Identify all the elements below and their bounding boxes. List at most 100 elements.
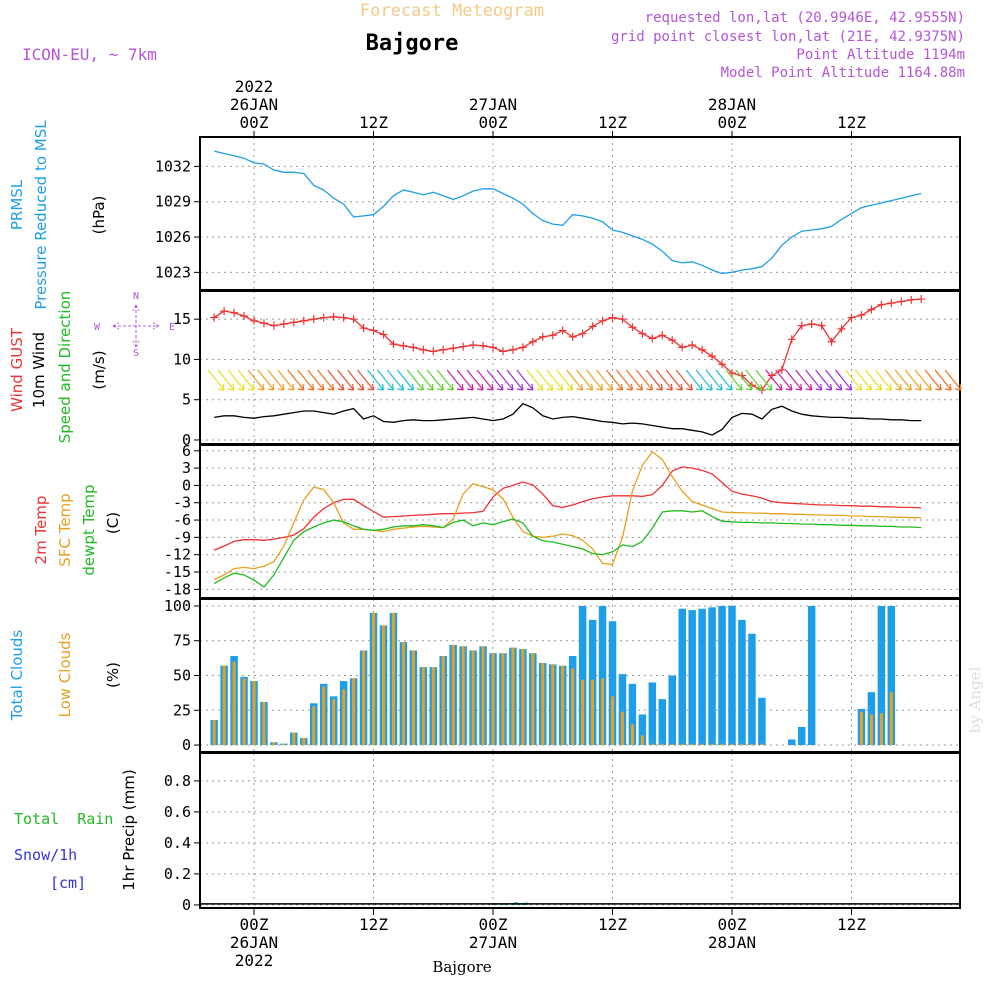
panel-axis-label: Low Clouds xyxy=(56,632,74,717)
total-cloud-bar xyxy=(608,621,617,746)
clouds-tick-label: 0 xyxy=(182,736,191,754)
wind-tick-label: 5 xyxy=(182,391,191,409)
low-cloud-bar xyxy=(272,742,276,746)
total-cloud-bar xyxy=(738,619,746,746)
temperature-tick-label: 3 xyxy=(182,459,191,477)
wind-direction-arrow xyxy=(615,369,634,391)
low-cloud-bar xyxy=(411,650,415,746)
wind-gust-marker xyxy=(518,343,527,352)
total-cloud-bar xyxy=(678,608,686,746)
wind-gust-marker xyxy=(548,331,557,340)
compass-w: W xyxy=(94,322,101,333)
wind-direction-arrow xyxy=(386,369,405,391)
wind-gust-marker xyxy=(250,316,258,325)
wind-gust-marker xyxy=(309,315,318,324)
wind-gust-marker xyxy=(817,321,826,330)
total-cloud-bar xyxy=(728,605,736,746)
precip-tick-label: 0.4 xyxy=(164,834,191,852)
time-label: 2022 xyxy=(235,77,274,96)
low-cloud-bar xyxy=(252,681,256,746)
wind-direction-arrow xyxy=(715,369,733,391)
wind-direction-arrow xyxy=(267,369,285,391)
low-cloud-bar xyxy=(581,679,585,746)
wind-direction-arrow xyxy=(476,369,494,391)
wind-gust-marker xyxy=(279,320,288,329)
wind-gust-marker xyxy=(827,337,836,346)
wind-direction-arrow xyxy=(247,369,265,391)
wind-gust-marker xyxy=(897,297,906,306)
wind-gust-marker xyxy=(598,316,607,325)
compass-n: N xyxy=(133,291,139,302)
low-cloud-bar xyxy=(611,696,614,746)
low-cloud-bar xyxy=(262,701,266,746)
meteogram-title: Forecast Meteogram xyxy=(360,1,544,21)
low-cloud-bar xyxy=(481,646,485,746)
panel-labels: PRMSL Pressure Reduced to MSL (hPa) Wind GU… xyxy=(8,120,138,891)
low-cloud-bar xyxy=(720,743,724,746)
time-label: 00Z xyxy=(479,915,508,934)
wind-gust-marker xyxy=(668,336,677,345)
point-altitude: Point Altitude 1194m xyxy=(796,47,965,63)
wind-frame xyxy=(199,290,961,445)
wind-direction-arrow xyxy=(904,369,922,391)
temperature-tick-label: -18 xyxy=(164,580,191,598)
prmsl-line xyxy=(214,150,922,275)
low-cloud-bar xyxy=(451,644,455,746)
time-label: 00Z xyxy=(240,915,269,934)
time-label: 26JAN xyxy=(230,933,278,952)
wind-gust-marker xyxy=(240,311,249,320)
wind-gust-marker xyxy=(538,332,547,341)
low-cloud-bar xyxy=(302,738,306,746)
wind-direction-arrow xyxy=(526,369,544,391)
total-cloud-bar xyxy=(887,605,896,746)
wind-gust-marker xyxy=(399,341,408,350)
wind-gust-marker xyxy=(608,313,617,322)
pressure-tick-label: 1026 xyxy=(155,228,191,246)
total-cloud-bar xyxy=(708,607,716,746)
temperature-panel: 630-3-6-9-12-15-18 xyxy=(164,442,961,599)
panel-axis-label: dewpt Temp xyxy=(80,484,98,575)
wind-direction-arrow xyxy=(864,369,883,391)
wind-direction-arrow xyxy=(625,369,644,391)
total-cloud-bar xyxy=(877,605,886,746)
wind-gust-marker xyxy=(359,324,368,333)
wind-direction-arrow xyxy=(785,369,803,391)
location-title: Bajgore xyxy=(366,31,459,56)
low-cloud-bar xyxy=(212,720,216,746)
wind-gust-marker xyxy=(568,332,577,341)
wind-gust-marker xyxy=(459,342,468,351)
clouds-tick-label: 75 xyxy=(173,632,191,650)
wind-direction-arrow xyxy=(635,369,653,391)
low-cloud-bar xyxy=(352,678,356,746)
wind-direction-arrow xyxy=(536,369,554,391)
wind-gust-marker xyxy=(220,307,229,316)
panel-axis-label: Wind GUST xyxy=(8,327,26,412)
wind-tick-label: 0 xyxy=(182,431,191,449)
time-label: 2022 xyxy=(235,951,274,970)
compass-s: S xyxy=(133,348,139,359)
cloud-panel: 100 75 50 25 0 xyxy=(164,597,961,754)
wind-gust-marker xyxy=(269,321,278,330)
wind-gust-marker xyxy=(289,318,298,327)
low-cloud-bar xyxy=(222,665,226,746)
wind-gust-marker xyxy=(847,313,856,322)
wind-gust-marker xyxy=(658,331,667,340)
low-cloud-bar xyxy=(441,656,445,746)
low-cloud-bar xyxy=(362,650,366,746)
wind-direction-arrow xyxy=(446,369,464,391)
wind-direction-arrow xyxy=(237,369,255,391)
wind-direction-arrow xyxy=(406,369,424,391)
wind-direction-arrow xyxy=(735,369,753,391)
wind-gust-marker xyxy=(449,344,458,353)
panel-axis-label: PRMSL xyxy=(8,179,26,230)
wind-gust-marker xyxy=(389,340,398,349)
pressure-tick-label: 1032 xyxy=(155,157,191,175)
low-cloud-bar xyxy=(730,743,734,746)
wind-direction-arrow xyxy=(606,369,624,391)
wind-gust-marker xyxy=(210,313,219,322)
total-cloud-bar xyxy=(648,682,657,746)
wind-direction-arrow xyxy=(227,369,245,391)
total-cloud-bar xyxy=(658,699,667,746)
